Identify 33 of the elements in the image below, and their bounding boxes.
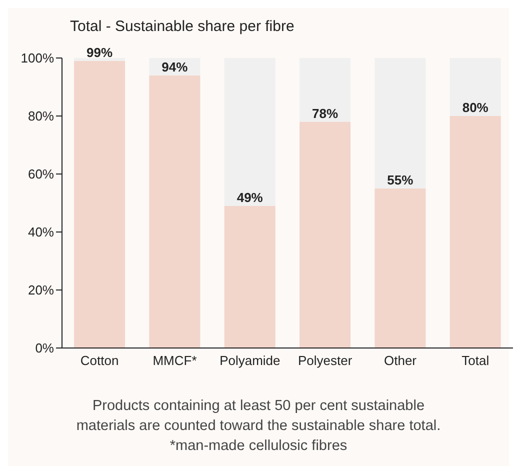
text: materials are counted toward the sustainable share total. — [75, 417, 442, 436]
data-label: 99% — [86, 44, 113, 60]
bar — [224, 206, 276, 348]
text: *man-made cellulosic fibres — [168, 437, 348, 456]
data-label: 49% — [236, 190, 264, 205]
x-tick-label: Other — [384, 353, 418, 368]
x-tick-label: Polyester — [298, 353, 353, 368]
data-label: 80% — [462, 100, 489, 115]
bar — [374, 188, 426, 348]
chart-title: Total - Sustainable share per fibre — [70, 18, 294, 35]
x-tick-label: Cotton — [80, 353, 119, 368]
bar — [224, 58, 276, 206]
y-tick-label: 40% — [28, 224, 54, 240]
bar — [300, 58, 351, 122]
bar — [149, 75, 200, 348]
bar — [74, 60, 126, 348]
bar — [300, 122, 351, 348]
text: Products containing at least 50 per cent sustainable — [91, 397, 426, 416]
bar — [450, 58, 501, 116]
bar — [74, 58, 126, 61]
x-tick-label: Total — [462, 353, 490, 368]
y-tick-label: 60% — [28, 166, 54, 182]
x-tick-label: Polyamide — [220, 353, 280, 368]
x-tick-label: MMCF* — [152, 353, 197, 368]
y-tick-label: 0% — [35, 340, 54, 356]
data-label: 78% — [312, 106, 338, 121]
bar — [450, 116, 501, 348]
y-tick-label: 100% — [20, 50, 54, 66]
bar — [374, 58, 426, 188]
y-tick-label: 20% — [28, 282, 54, 298]
y-tick-label: 80% — [28, 108, 54, 124]
data-label: 94% — [162, 59, 188, 74]
data-label: 55% — [387, 172, 414, 188]
